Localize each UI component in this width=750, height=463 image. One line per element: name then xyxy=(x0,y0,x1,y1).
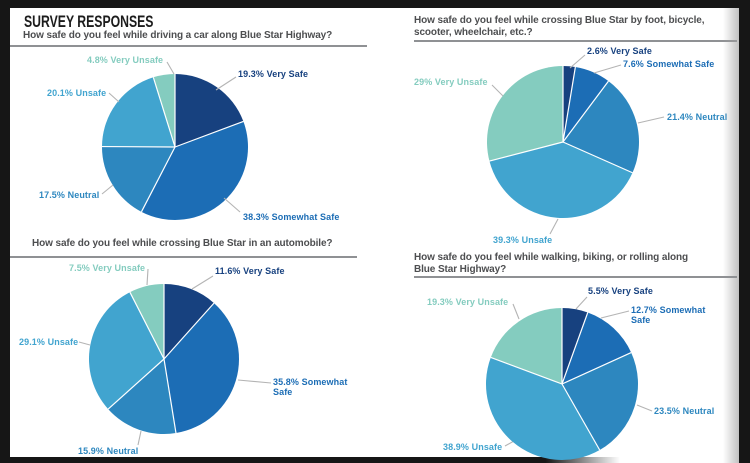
page-edge-shading xyxy=(723,8,739,463)
chart-question: How safe do you feel while walking, biki… xyxy=(414,252,688,275)
slice-separator xyxy=(561,352,632,385)
slice-separator xyxy=(562,141,633,174)
slice-separator xyxy=(561,312,589,385)
slice-separator xyxy=(107,358,165,410)
slice-label-very-safe: 5.5% Very Safe xyxy=(588,286,653,296)
slice-label-very-safe: 11.6% Very Safe xyxy=(215,266,285,276)
chart-question-line: Blue Star Highway? xyxy=(414,263,507,275)
slice-separator xyxy=(489,141,564,162)
pie-slice-neutral xyxy=(562,352,638,450)
chart-question-line: How safe do you feel while walking, biki… xyxy=(414,252,689,263)
chart-question: How safe do you feel while crossing Blue… xyxy=(414,15,705,38)
pie-slice-neutral xyxy=(101,146,175,212)
slice-label-neutral: 23.5% Neutral xyxy=(654,406,715,416)
slice-label-very-unsafe: 19.3% Very Unsafe xyxy=(427,297,509,307)
slice-separator xyxy=(140,146,176,213)
slice-label-neutral: 17.5% Neutral xyxy=(39,190,100,200)
pie-slice-somewhat-safe xyxy=(562,312,632,384)
pie-slice-very-safe xyxy=(175,74,244,147)
pie-slice-somewhat-safe xyxy=(141,121,249,220)
pie-chart-crossing-automobile xyxy=(88,284,240,435)
pie-slice-unsafe xyxy=(486,357,600,461)
chart-question: How safe do you feel while driving a car… xyxy=(23,30,332,42)
chart-question-line: How safe do you feel while driving a car… xyxy=(23,30,333,41)
chart-question-line: scooter, wheelchair, etc.? xyxy=(414,26,533,38)
question-rule xyxy=(10,45,367,47)
slice-label-neutral: 15.9% Neutral xyxy=(78,446,139,456)
slice-label-very-safe: 2.6% Very Safe xyxy=(587,46,652,56)
question-rule xyxy=(414,276,737,278)
slice-separator xyxy=(129,291,165,360)
pie-slice-very-unsafe xyxy=(486,66,563,162)
pie-slice-very-safe xyxy=(164,284,214,359)
slice-label-very-safe: 19.3% Very Safe xyxy=(238,69,309,79)
slice-label-somewhat-safe: 7.6% Somewhat Safe xyxy=(623,59,715,69)
pie-slice-unsafe xyxy=(489,142,633,219)
chart-crossing-foot-bicycle: How safe do you feel while crossing Blue… xyxy=(10,8,739,463)
pie-slice-very-unsafe xyxy=(490,308,562,384)
slice-label-unsafe: 20.1% Unsafe xyxy=(47,88,107,98)
slice-separator xyxy=(163,302,215,360)
chart-walking-biking-rolling: How safe do you feel while walking, biki… xyxy=(10,8,739,463)
slice-label-very-unsafe: 29% Very Unsafe xyxy=(414,77,488,87)
question-rule xyxy=(414,40,737,42)
pie-slice-unsafe xyxy=(102,77,175,147)
slice-label-very-unsafe: 7.5% Very Unsafe xyxy=(69,263,146,273)
slice-separator xyxy=(562,66,576,143)
chart-question: How safe do you feel while crossing Blue… xyxy=(32,238,333,250)
slice-separator xyxy=(561,383,601,451)
chart-crossing-automobile: How safe do you feel while crossing Blue… xyxy=(10,8,739,463)
question-rule xyxy=(10,256,357,258)
pie-chart-crossing-foot-bicycle xyxy=(486,66,640,219)
page-title: SURVEY RESPONSES xyxy=(24,12,154,31)
slice-separator xyxy=(174,120,244,148)
bottom-frame-bar xyxy=(0,457,620,463)
pie-slice-neutral xyxy=(108,359,176,435)
slice-label-somewhat-safe: 38.3% Somewhat Safe xyxy=(243,212,340,222)
report-page: SURVEY RESPONSES How safe do you feel wh… xyxy=(10,8,739,463)
pie-slice-somewhat-safe xyxy=(563,67,609,142)
slice-separator xyxy=(163,358,177,434)
slice-label-somewhat-safe: 35.8% Somewhat Safe xyxy=(273,377,348,397)
slice-label-unsafe: 39.3% Unsafe xyxy=(493,235,553,245)
slice-label-unsafe: 29.1% Unsafe xyxy=(19,337,79,347)
pie-chart-driving-car xyxy=(101,74,249,220)
slice-separator xyxy=(152,77,176,148)
slice-label-very-unsafe: 4.8% Very Unsafe xyxy=(87,55,164,65)
slice-separator xyxy=(490,356,563,385)
pie-slice-unsafe xyxy=(88,292,164,410)
slice-separator xyxy=(562,80,609,143)
pie-slice-very-unsafe xyxy=(129,284,164,359)
slice-label-unsafe: 38.9% Unsafe xyxy=(443,442,503,452)
pie-slice-somewhat-safe xyxy=(164,303,240,434)
chart-question-line: How safe do you feel while crossing Blue… xyxy=(414,15,705,26)
chart-driving-car: How safe do you feel while driving a car… xyxy=(10,8,739,463)
slice-label-neutral: 21.4% Neutral xyxy=(667,112,728,122)
slice-label-somewhat-safe: 12.7% Somewhat Safe xyxy=(631,305,706,325)
pie-chart-walking-biking-rolling xyxy=(486,308,638,461)
chart-question-line: How safe do you feel while crossing Blue… xyxy=(32,238,333,249)
